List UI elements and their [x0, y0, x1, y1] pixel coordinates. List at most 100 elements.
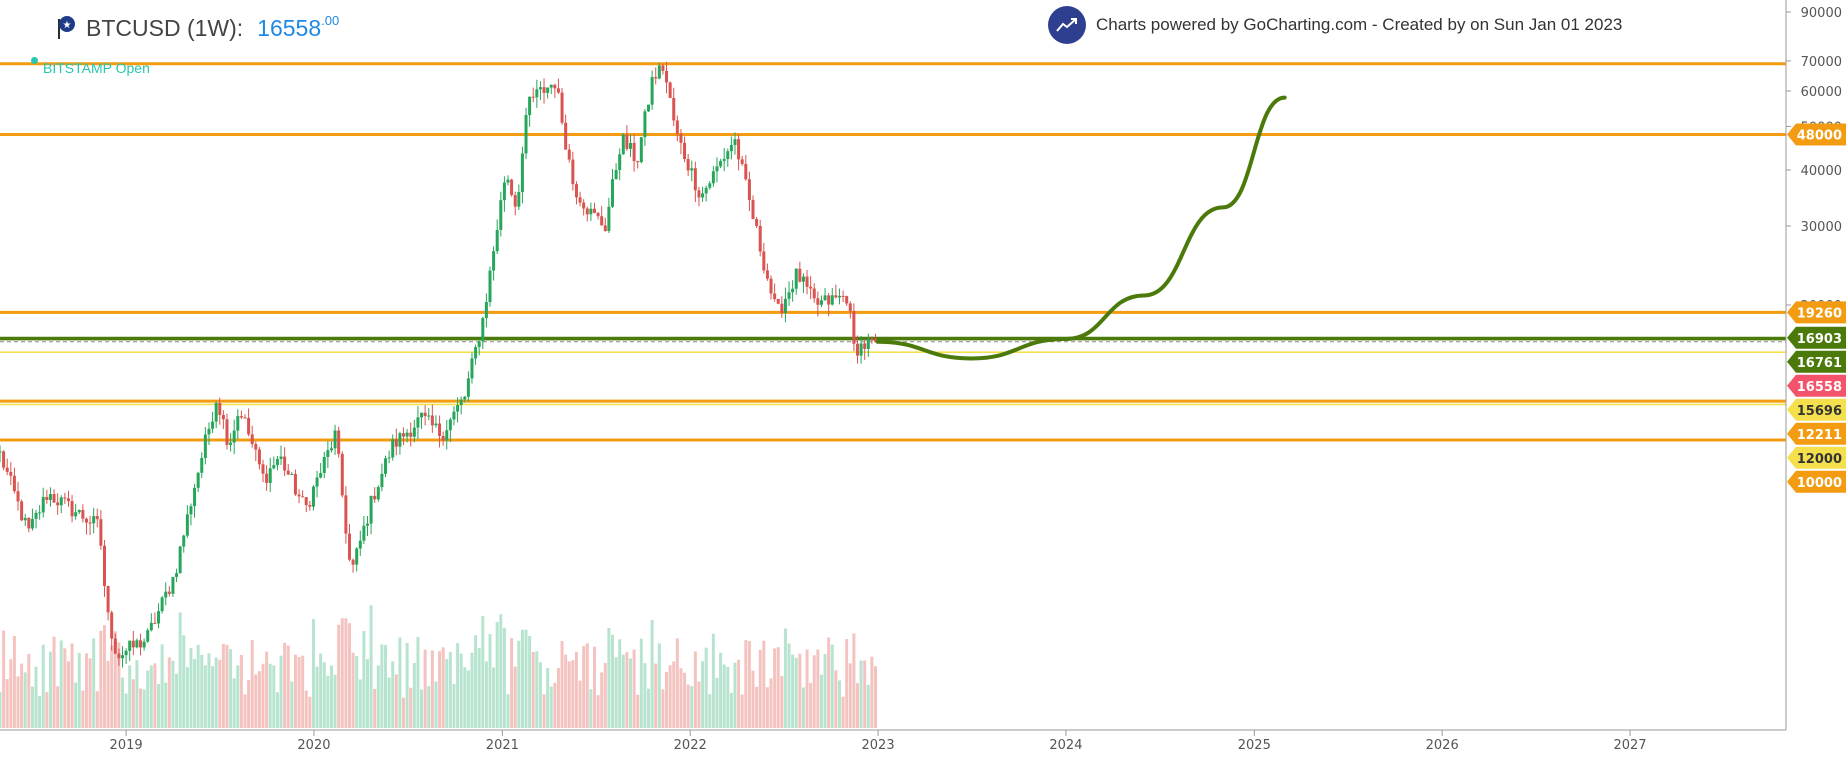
candle-body [834, 295, 838, 298]
volume-bar [654, 663, 658, 728]
volume-bar [52, 636, 56, 728]
volume-bar [99, 630, 103, 728]
volume-bar [203, 665, 207, 728]
candle-body [110, 612, 114, 639]
candle-body [347, 533, 351, 560]
candle-body [423, 412, 427, 417]
volume-bar [610, 634, 614, 728]
candle-body [301, 496, 305, 498]
candle-body [27, 517, 31, 529]
candle-body [629, 142, 633, 149]
price-tag-box [1787, 446, 1846, 469]
volume-bar [272, 665, 276, 728]
candle-body [848, 303, 852, 312]
price-axis-ticks: 90000700006000050000400003000020000 [1786, 6, 1842, 314]
x-tick-label: 2027 [1613, 738, 1646, 753]
candle-body [780, 303, 784, 314]
volume-bar [686, 684, 690, 728]
candle-body [809, 286, 813, 289]
volume-bar [477, 648, 481, 728]
candle-body [232, 430, 236, 443]
powered-by-banner[interactable]: Charts powered by GoCharting.com - Creat… [1048, 6, 1622, 44]
candle-body [495, 229, 499, 252]
projection-curve-path [875, 95, 1287, 361]
volume-bar [92, 638, 96, 728]
candle-body [203, 434, 207, 458]
volume-bar [636, 694, 640, 728]
horizontal-levels [0, 62, 1786, 442]
volume-bar [607, 627, 611, 728]
volume-bar [621, 654, 625, 728]
volume-bar [229, 649, 233, 728]
candle-body [265, 473, 269, 483]
volume-bar [690, 686, 694, 728]
volume-bar [502, 627, 506, 728]
volume-bar [34, 666, 38, 728]
candle-body [365, 523, 369, 526]
volume-bar [56, 686, 60, 728]
candle-body [384, 458, 388, 474]
volume-bar [416, 636, 420, 728]
volume-bar [701, 661, 705, 728]
volume-bar [293, 654, 297, 728]
x-tick-label: 2024 [1049, 738, 1082, 753]
volume-bar [513, 666, 517, 728]
candle-body [592, 208, 596, 213]
volume-bar [629, 658, 633, 728]
candle-body [837, 295, 841, 298]
volume-bar [791, 654, 795, 728]
candle-body [845, 296, 849, 304]
candle-body [164, 591, 168, 598]
candle-body [668, 82, 672, 98]
price-tag-label: 12211 [1797, 428, 1842, 443]
volume-bar [106, 660, 110, 728]
candle-body [452, 411, 456, 420]
candle-body [102, 545, 106, 587]
candle-body [675, 120, 679, 134]
volume-bar [189, 647, 193, 728]
volume-bar [333, 674, 337, 728]
volume-bar [193, 658, 197, 728]
candle-body [333, 430, 337, 449]
candle-body [113, 638, 117, 654]
volume-bar [441, 647, 445, 728]
symbol-label: BTCUSD (1W): [86, 14, 244, 41]
volume-bar [874, 666, 878, 728]
source-label[interactable]: BITSTAMP Open [31, 57, 150, 76]
candle-body [326, 450, 330, 458]
volume-bar [344, 618, 348, 728]
candle-body [773, 293, 777, 300]
volume-bar [261, 663, 265, 728]
candle-body [510, 179, 514, 196]
volume-bar [102, 625, 106, 728]
volume-bar [63, 648, 67, 728]
candle-body [178, 546, 182, 574]
candle-body [715, 166, 719, 172]
price-tag-box [1787, 374, 1846, 397]
volume-bar [520, 629, 524, 728]
volume-bar [384, 645, 388, 728]
candle-body [52, 494, 56, 503]
candle-body [41, 496, 45, 513]
volume-bar [275, 692, 279, 728]
candlesticks [0, 61, 878, 668]
volume-bar [549, 686, 553, 728]
y-tick-label: 70000 [1801, 55, 1842, 70]
candle-body [481, 318, 485, 342]
volume-bar [693, 651, 697, 728]
candle-body [827, 295, 831, 305]
candle-body [517, 192, 521, 207]
volume-bar [542, 694, 546, 728]
candle-body [430, 415, 434, 426]
candle-body [74, 512, 78, 517]
candle-body [405, 432, 409, 437]
candle-body [492, 251, 496, 271]
volume-bar [337, 624, 341, 728]
price-tag-16761: 16761 [1787, 350, 1846, 373]
source-dot-icon [31, 57, 38, 64]
volume-bar [841, 696, 845, 728]
y-tick-label: 60000 [1801, 85, 1842, 100]
candle-body [92, 516, 96, 524]
candle-body [308, 505, 312, 507]
